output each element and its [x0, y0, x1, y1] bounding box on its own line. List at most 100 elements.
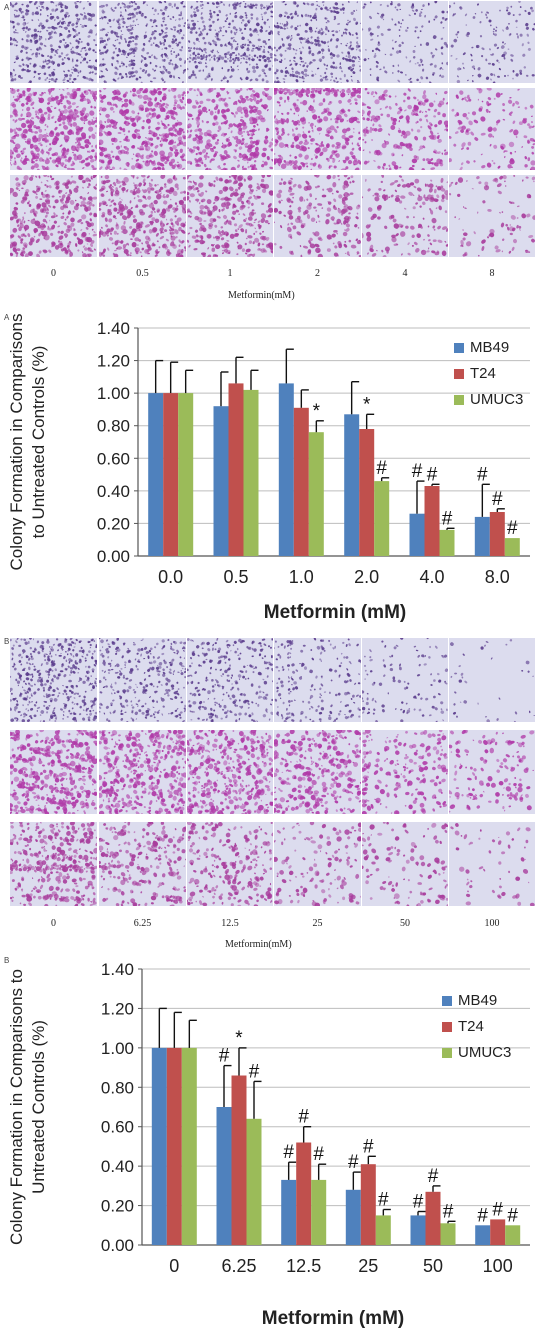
x-tick-label: 8.0	[485, 567, 510, 587]
chart-panel-letter: B	[4, 956, 9, 965]
panel-a-micrograph-grid	[0, 0, 544, 310]
panel-b-micrograph-tile	[362, 730, 448, 814]
bar	[308, 432, 324, 556]
panel-a-micrograph-tile	[449, 1, 535, 83]
x-tick-label: 100	[483, 1256, 513, 1276]
chart-panel-letter: A	[4, 313, 10, 322]
panel-a-dose-label: 8	[489, 268, 495, 279]
y-tick-label: 1.40	[101, 960, 134, 979]
significance-marker: #	[492, 1199, 503, 1220]
panel-b-micrograph-tile	[362, 822, 448, 906]
x-tick-label: 25	[358, 1256, 378, 1276]
y-tick-label: 0.80	[97, 417, 130, 436]
x-axis-label: Metformin (mM)	[264, 602, 406, 623]
panel-b-micrograph-tile	[274, 638, 361, 722]
panel-b-dose-label: 25	[312, 918, 323, 929]
bar	[228, 383, 244, 556]
panel-a-micrograph-tile	[187, 1, 273, 83]
legend-swatch	[442, 996, 452, 1006]
significance-marker: #	[477, 1205, 488, 1226]
bar	[504, 538, 520, 556]
panel-b-dose-label: 50	[400, 918, 410, 929]
panel-a-letter: A	[4, 3, 10, 12]
significance-marker: *	[363, 394, 371, 415]
significance-marker: #	[492, 489, 503, 510]
legend-swatch	[454, 395, 464, 405]
panel-a-micrograph-tile	[449, 88, 535, 170]
bar	[425, 1191, 441, 1245]
bar	[216, 1107, 232, 1245]
bar	[166, 1047, 182, 1245]
panel-a-dose-label: 1	[227, 268, 233, 279]
chart-b: B0.000.200.400.600.801.001.201.40#*#### #…	[4, 956, 530, 1329]
y-axis-label: Colony Formation in Comparisons to	[7, 969, 26, 1245]
chart-a: A0.000.200.400.600.801.001.201.40* *# # ###…	[4, 313, 530, 623]
legend-label: UMUC3	[470, 391, 523, 408]
panel-b-micrograph-tile	[10, 822, 97, 906]
panel-a-axis-caption: Metformin(mM)	[228, 290, 295, 301]
significance-marker: #	[376, 458, 387, 479]
bar	[213, 406, 229, 556]
bar	[505, 1225, 521, 1245]
legend-swatch	[454, 343, 464, 353]
significance-marker: #	[313, 1144, 324, 1165]
significance-marker: #	[477, 464, 488, 485]
panel-a-micrograph-tile	[362, 1, 448, 83]
x-tick-label: 6.25	[221, 1256, 256, 1276]
legend-label: MB49	[470, 339, 509, 356]
y-tick-label: 0.20	[97, 514, 130, 533]
y-axis-label: to Untreated Controls (%)	[29, 346, 48, 539]
panel-b-micrograph-tile	[187, 822, 273, 906]
y-tick-label: 1.20	[101, 999, 134, 1018]
panel-b-micrograph-tile	[362, 638, 448, 722]
significance-marker: #	[413, 1192, 424, 1213]
significance-marker: *	[235, 1028, 243, 1049]
panel-a-dose-label: 0.5	[136, 268, 149, 279]
panel-a-micrograph-tile	[362, 88, 448, 170]
significance-marker: #	[442, 508, 453, 529]
panel-a-micrograph-tile	[449, 175, 535, 257]
bar	[490, 1219, 506, 1245]
panel-b-micrograph-grid	[10, 638, 535, 906]
panel-b-dose-label: 0	[51, 918, 56, 929]
panel-b-micrograph-tile	[99, 730, 186, 814]
y-tick-label: 0.60	[101, 1118, 134, 1137]
panel-a-micrograph-tile	[10, 88, 97, 170]
y-tick-label: 1.40	[97, 319, 130, 338]
y-tick-label: 0.20	[101, 1197, 134, 1216]
bar	[278, 383, 294, 556]
bar	[163, 393, 179, 556]
bar	[475, 1225, 491, 1245]
x-tick-label: 0.5	[223, 567, 248, 587]
x-tick-label: 4.0	[419, 567, 444, 587]
panel-a-micrograph-tile	[10, 175, 97, 257]
panel-b-micrograph-tile	[99, 822, 186, 906]
x-tick-label: 12.5	[286, 1256, 321, 1276]
significance-marker: #	[378, 1190, 389, 1211]
bar	[489, 512, 505, 556]
bar	[374, 481, 390, 556]
bar	[311, 1179, 327, 1245]
panel-b-micrograph-tile	[449, 730, 535, 814]
panel-a-dose-label: 4	[402, 268, 408, 279]
bar	[359, 429, 375, 556]
bar	[360, 1164, 376, 1245]
bar	[474, 516, 490, 556]
panel-a-dose-label: 2	[315, 268, 320, 279]
bar	[243, 389, 259, 556]
bar	[151, 1047, 167, 1245]
panel-b-letter: B	[4, 637, 10, 646]
significance-marker: #	[443, 1201, 454, 1222]
legend-label: MB49	[458, 992, 497, 1009]
significance-marker: #	[412, 461, 423, 482]
bar	[181, 1047, 197, 1245]
panel-b-micrograph-tile	[274, 730, 361, 814]
panel-a-micrograph-tile	[10, 1, 97, 83]
y-axis-label: Colony Formation in Comparisons	[7, 314, 26, 571]
panel-b-micrograph-tile	[10, 638, 97, 722]
panel-a-dose-label: 0	[51, 268, 56, 279]
significance-marker: #	[363, 1136, 374, 1157]
legend-label: UMUC3	[458, 1044, 511, 1061]
significance-marker: *	[313, 401, 321, 422]
y-tick-label: 1.00	[101, 1039, 134, 1058]
